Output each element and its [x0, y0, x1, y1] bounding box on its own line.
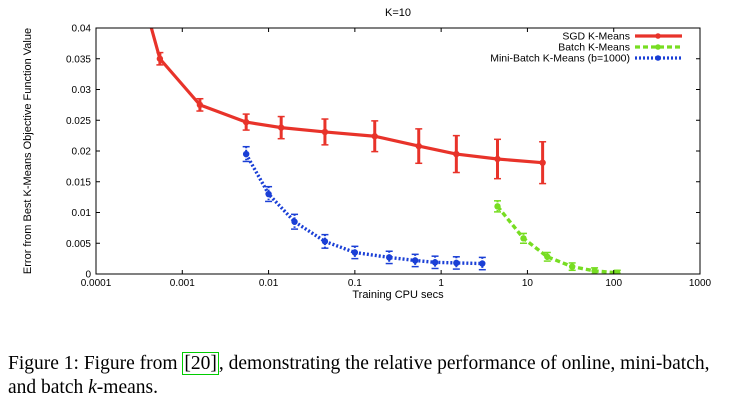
series-line [496, 205, 618, 274]
y-tick-label: 0.01 [72, 208, 92, 219]
legend-swatch-marker [655, 55, 661, 61]
x-tick-label: 100 [605, 278, 622, 289]
data-point [321, 128, 329, 136]
x-tick-label: 0.0001 [81, 278, 112, 289]
y-axis-label: Error from Best K-Means Objective Functi… [22, 28, 34, 274]
caption-middle: , demonstrating the relative performance… [8, 353, 710, 398]
y-tick-label: 0.02 [72, 147, 92, 158]
y-tick-label: 0.04 [72, 24, 92, 35]
data-point [145, 13, 151, 19]
data-point [371, 133, 378, 140]
x-tick-label: 10 [522, 278, 534, 289]
legend-label: SGD K-Means [562, 31, 630, 43]
data-point [351, 249, 359, 256]
data-point [385, 254, 393, 261]
legend-label: Mini-Batch K-Means (b=1000) [490, 53, 630, 65]
data-point [265, 190, 272, 198]
caption-prefix: Figure 1: Figure from [8, 353, 183, 374]
caption-suffix: -means. [96, 377, 158, 398]
series-line [244, 153, 483, 266]
data-point [411, 257, 419, 264]
figure-caption: Figure 1: Figure from [20], demonstratin… [8, 352, 730, 400]
data-point [242, 118, 250, 126]
series-mini-batch-k-means-b-1000 [242, 145, 486, 271]
data-point [568, 263, 576, 270]
series-sgd-k-means [145, 13, 547, 185]
plot-frame [95, 27, 701, 275]
data-point [431, 259, 439, 266]
data-point [321, 238, 329, 245]
legend-label: Batch K-Means [558, 42, 630, 54]
x-axis-label: Training CPU secs [352, 289, 444, 301]
data-point [539, 159, 546, 166]
data-point [544, 253, 551, 260]
series-line [149, 28, 543, 165]
y-tick-label: 0 [85, 270, 91, 281]
series-batch-k-means [494, 200, 621, 274]
y-tick-label: 0.025 [66, 116, 91, 127]
chart-title: K=10 [385, 7, 411, 19]
y-tick-label: 0.035 [66, 54, 91, 65]
x-tick-label: 1000 [689, 278, 712, 289]
data-point [156, 55, 164, 62]
y-tick-label: 0.005 [66, 239, 91, 250]
data-point [277, 124, 285, 131]
data-point [479, 260, 486, 267]
legend-swatch-marker [655, 33, 661, 39]
x-tick-label: 0.01 [259, 278, 279, 289]
data-point [494, 203, 501, 210]
x-tick-label: 0.001 [170, 278, 195, 289]
x-tick-label: 1 [438, 278, 444, 289]
data-point [415, 142, 422, 150]
data-point [614, 269, 621, 274]
x-axis: 0.0001 0.001 0.01 0.1 1 10 100 1000 [81, 28, 712, 289]
legend-swatch-marker [655, 44, 661, 50]
chart: K=10 0.0001 0.001 0.01 0.1 1 10 100 1000 0 0.005… [22, 7, 712, 301]
citation-link[interactable]: [20] [182, 352, 219, 375]
data-point [520, 235, 527, 242]
data-point [591, 267, 598, 274]
y-axis: 0 0.005 0.01 0.015 0.02 0.025 0.03 0.035 0.04 [66, 24, 700, 281]
y-tick-label: 0.015 [66, 177, 91, 188]
data-point [494, 155, 501, 163]
data-point [453, 150, 460, 158]
caption-k: k [88, 377, 97, 398]
plot-area [145, 13, 621, 274]
data-point [291, 218, 298, 225]
data-point [196, 101, 204, 109]
data-point [453, 259, 460, 267]
data-point [242, 150, 250, 158]
y-tick-label: 0.03 [72, 85, 92, 96]
x-tick-label: 0.1 [348, 278, 362, 289]
